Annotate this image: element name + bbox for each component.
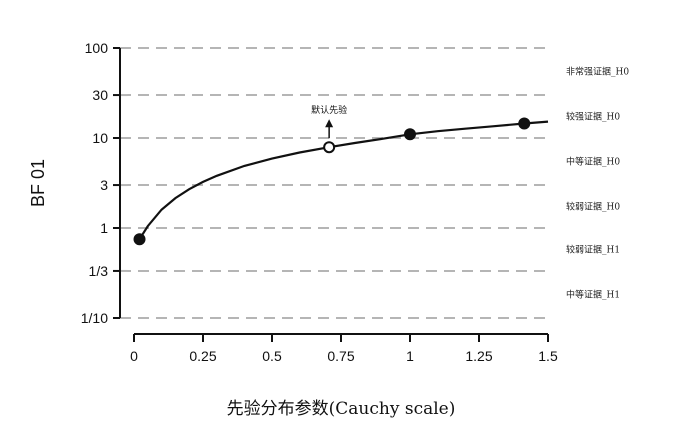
evidence-label: 非常强证据_H0 xyxy=(566,66,629,78)
x-tick-label: 0 xyxy=(130,348,138,364)
y-tick-label: 1 xyxy=(100,220,108,236)
evidence-label: 中等证据_H1 xyxy=(566,288,620,300)
y-tick-label: 100 xyxy=(85,40,109,56)
x-tick-label: 1.5 xyxy=(538,348,558,364)
y-axis-ticks: 1/10 1/3 1 3 10 30 100 xyxy=(81,40,120,326)
grid-lines xyxy=(120,47,548,319)
y-tick-label: 30 xyxy=(92,87,108,103)
data-point xyxy=(133,233,146,246)
data-point xyxy=(404,128,416,141)
evidence-label: 较弱证据_H0 xyxy=(566,201,620,213)
annotation-arrowhead xyxy=(325,119,334,128)
bf-curve xyxy=(138,120,549,240)
y-tick-label: 3 xyxy=(100,177,108,193)
x-tick-label: 0.25 xyxy=(189,348,216,364)
evidence-label: 中等证据_H0 xyxy=(566,156,620,168)
x-tick-label: 0.5 xyxy=(262,348,282,364)
data-point xyxy=(518,117,531,130)
evidence-label: 较弱证据_H1 xyxy=(566,243,620,255)
x-tick-label: 1 xyxy=(406,348,414,364)
evidence-label: 较强证据_H0 xyxy=(566,111,620,123)
x-axis-ticks: 0 0.25 0.5 0.75 1 1.25 1.5 xyxy=(130,334,558,364)
y-tick-label: 1/3 xyxy=(89,263,109,279)
y-tick-label: 1/10 xyxy=(81,310,108,326)
evidence-labels: 非常强证据_H0 较强证据_H0 中等证据_H0 较弱证据_H0 较弱证据_H1 中等证据… xyxy=(566,66,629,301)
x-tick-label: 1.25 xyxy=(465,348,492,364)
annotation-label: 默认先验 xyxy=(311,104,347,116)
y-tick-label: 10 xyxy=(92,130,108,146)
default-prior-point xyxy=(323,141,336,154)
default-prior-annotation: 默认先验 xyxy=(311,104,347,139)
y-axis-title: BF 01 xyxy=(28,159,48,207)
x-tick-label: 0.75 xyxy=(327,348,354,364)
x-axis-title: 先验分布参数(Cauchy scale) xyxy=(227,399,456,419)
data-points xyxy=(133,117,531,246)
